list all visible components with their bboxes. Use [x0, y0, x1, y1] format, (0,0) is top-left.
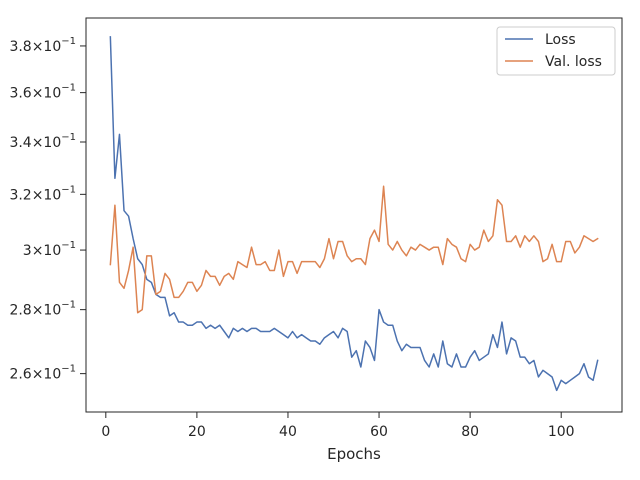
y-tick-label: 2.8×10−1	[9, 300, 76, 319]
legend-label-val-loss: Val. loss	[545, 54, 602, 70]
x-tick-label: 0	[101, 424, 110, 440]
x-axis-title: Epochs	[327, 445, 381, 463]
series-line-val-loss	[109, 185, 599, 314]
y-tick-label: 2.6×10−1	[9, 364, 76, 383]
y-tick-label: 3.2×10−1	[9, 184, 76, 203]
x-tick-label: 20	[188, 424, 206, 440]
y-axis: 2.6×10−1 2.8×10−1 3×10−1 3.2×10−1 3.4×10−1 3.…	[9, 36, 86, 383]
x-axis: 0 20 40 60 80 100	[101, 412, 575, 440]
plot-frame	[85, 17, 623, 413]
legend-label-loss: Loss	[545, 32, 576, 48]
y-tick-label: 3.6×10−1	[9, 83, 76, 102]
series-line-loss	[109, 36, 599, 392]
y-tick-label: 3.8×10−1	[9, 36, 76, 55]
y-tick-label: 3.4×10−1	[9, 132, 76, 151]
x-tick-label: 60	[370, 424, 388, 440]
x-tick-label: 100	[548, 424, 575, 440]
y-tick-label: 3×10−1	[23, 240, 76, 259]
x-tick-label: 40	[279, 424, 297, 440]
x-tick-label: 80	[461, 424, 479, 440]
plot-area	[85, 17, 623, 413]
legend: Loss Val. loss	[496, 26, 616, 76]
